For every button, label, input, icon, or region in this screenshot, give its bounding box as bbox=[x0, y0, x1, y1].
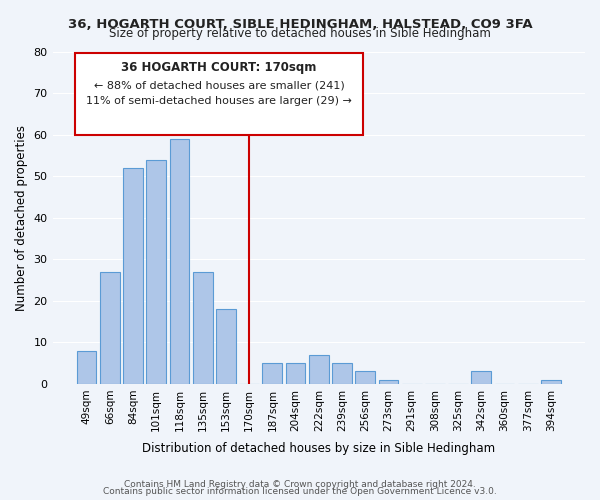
Bar bbox=[170, 139, 190, 384]
Text: 36 HOGARTH COURT: 170sqm: 36 HOGARTH COURT: 170sqm bbox=[121, 62, 317, 74]
Bar bbox=[541, 380, 561, 384]
X-axis label: Distribution of detached houses by size in Sible Hedingham: Distribution of detached houses by size … bbox=[142, 442, 496, 455]
Text: Contains public sector information licensed under the Open Government Licence v3: Contains public sector information licen… bbox=[103, 488, 497, 496]
Bar bbox=[355, 372, 375, 384]
Bar bbox=[193, 272, 212, 384]
Bar bbox=[146, 160, 166, 384]
Bar bbox=[216, 309, 236, 384]
Text: Size of property relative to detached houses in Sible Hedingham: Size of property relative to detached ho… bbox=[109, 28, 491, 40]
Bar bbox=[123, 168, 143, 384]
Bar bbox=[262, 363, 282, 384]
Bar bbox=[309, 355, 329, 384]
Text: 11% of semi-detached houses are larger (29) →: 11% of semi-detached houses are larger (… bbox=[86, 96, 352, 106]
Bar bbox=[286, 363, 305, 384]
Bar bbox=[332, 363, 352, 384]
Text: 36, HOGARTH COURT, SIBLE HEDINGHAM, HALSTEAD, CO9 3FA: 36, HOGARTH COURT, SIBLE HEDINGHAM, HALS… bbox=[68, 18, 532, 30]
Text: ← 88% of detached houses are smaller (241): ← 88% of detached houses are smaller (24… bbox=[94, 80, 344, 90]
Bar bbox=[77, 350, 97, 384]
Bar bbox=[379, 380, 398, 384]
Y-axis label: Number of detached properties: Number of detached properties bbox=[15, 124, 28, 310]
Text: Contains HM Land Registry data © Crown copyright and database right 2024.: Contains HM Land Registry data © Crown c… bbox=[124, 480, 476, 489]
Bar bbox=[100, 272, 119, 384]
Bar bbox=[472, 372, 491, 384]
